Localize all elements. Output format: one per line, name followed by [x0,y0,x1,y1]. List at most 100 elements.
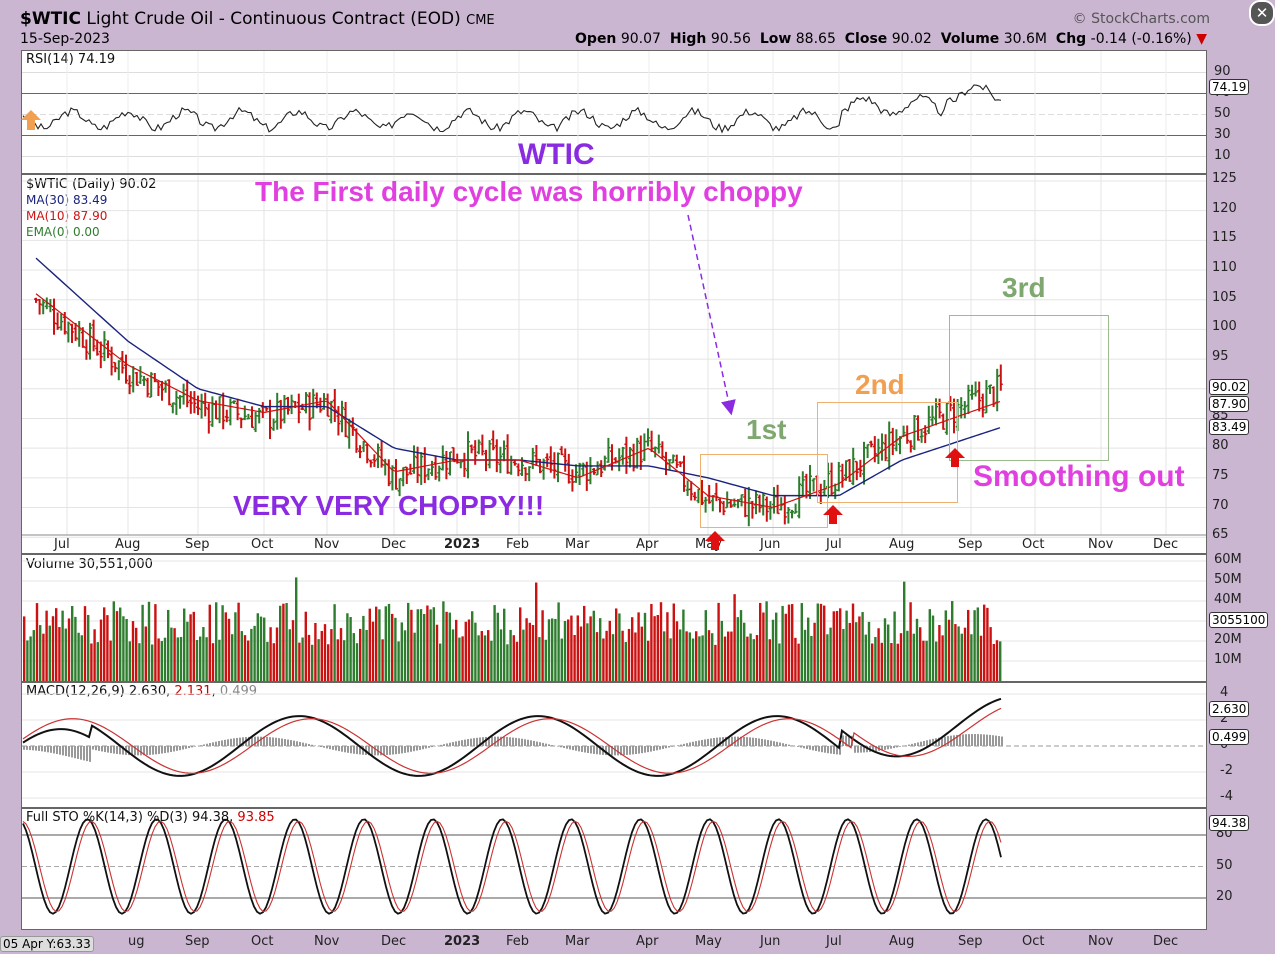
volume-bar [531,624,535,681]
macd-hist-bar [347,746,349,753]
volume-bar [253,625,256,681]
month-tick-label: 2023 [444,537,481,552]
volume-bar [231,634,234,681]
macd-hist-bar [809,746,811,750]
macd-hist-bar [683,743,685,746]
annotation-very-choppy: VERY VERY CHOPPY!!! [233,490,545,521]
macd-hist-bar [185,746,187,749]
volume-bar [784,613,787,681]
volume-bar [106,615,109,681]
volume-bar [538,637,541,681]
volume-bar [435,624,439,681]
macd-hist-bar [305,743,307,746]
sto-d-line [22,820,1002,913]
volume-bar [826,634,829,681]
volume-bar [672,603,675,681]
bottom-month-label: 2023 [444,934,481,949]
macd-hist-bar [89,746,91,762]
macd-hist-bar [827,746,829,754]
volume-bar [727,631,730,681]
volume-bar [717,602,720,681]
volume-bar [83,606,87,681]
macd-hist-bar [380,746,382,756]
macd-hist-bar [785,743,787,746]
macd-hist-bar [449,742,451,746]
macd-hist-bar [80,746,82,760]
volume-bar [547,619,551,681]
macd-panel: MACD(12,26,9) 2.630, 2.131, 0.499 [21,682,1207,808]
price-tick-label: 115 [1212,230,1237,246]
macd-hist-bar [770,740,772,746]
macd-hist-bar [572,746,574,751]
volume-bar [874,637,877,681]
volume-bar [301,637,304,681]
volume-bar [906,630,909,681]
macd-hist-bar [296,741,298,746]
volume-bar [391,613,394,681]
price-tick-label: 120 [1212,200,1237,216]
volume-bar [240,631,243,681]
volume-bar [160,641,163,681]
volume-bar [263,617,266,681]
volume-bar [243,635,247,681]
volume-bar [675,621,679,681]
macd-hist-bar [59,746,61,755]
macd-hist-bar [626,746,628,755]
macd-hist-bar [800,746,802,748]
macd-hist-bar [191,746,193,748]
bottom-month-label: Dec [1153,934,1179,949]
price-tick-label: 110 [1212,260,1237,275]
volume-tag: 3055100 [1209,612,1269,628]
close-icon[interactable]: ✕ [1249,0,1275,26]
macd-hist-bar [860,746,862,753]
rsi-tick-label: 30 [1214,126,1231,142]
macd-hist-bar [452,742,454,746]
macd-hist-value: 0.499 [219,684,258,699]
volume-bar [851,603,855,681]
macd-hist-bar [74,746,76,759]
macd-hist-bar [629,746,631,755]
macd-hist-bar [998,736,1000,746]
volume-bar [355,643,359,681]
volume-bar [451,629,455,681]
volume-bar [275,627,279,681]
macd-hist-bar [788,744,790,746]
rsi-tick-label: 50 [1214,105,1231,121]
annotation-first-cycle: The First daily cycle was horribly chopp… [255,176,803,207]
volume-bar [397,641,400,681]
open-value: 90.07 [620,31,661,47]
macd-hist-bar [290,740,292,746]
macd-hist-bar [230,738,232,746]
open-label: Open [575,31,617,47]
macd-hist-bar [182,746,184,750]
price-tick-label: 75 [1212,467,1229,483]
month-tick-label: Nov [314,537,340,552]
volume-bar [419,609,423,681]
macd-hist-bar [755,738,757,746]
volume-bar [26,640,29,681]
volume-bar [371,621,375,681]
volume-bar [691,638,695,681]
volume-bar [771,619,775,681]
macd-hist-bar [965,734,967,746]
volume-bar [103,607,106,681]
volume-bar [259,616,263,681]
volume-bar [339,628,343,681]
macd-hist-bar [854,746,856,753]
macd-hist-bar [338,746,340,752]
volume-bar [759,602,762,681]
volume-bar [893,611,896,681]
macd-hist-bar [140,746,142,756]
macd-value: 2.630 [128,684,167,699]
volume-bar [493,605,496,681]
macd-hist-bar [941,737,943,746]
macd-hist-bar [686,743,688,746]
macd-hist-bar [155,746,157,755]
volume-bar [119,607,122,681]
macd-hist-bar [401,746,403,754]
price-tag-close: 90.02 [1209,378,1250,395]
volume-bar [979,635,983,681]
macd-hist-bar [737,736,739,746]
volume-bar [176,637,179,681]
macd-hist-bar [905,745,907,746]
